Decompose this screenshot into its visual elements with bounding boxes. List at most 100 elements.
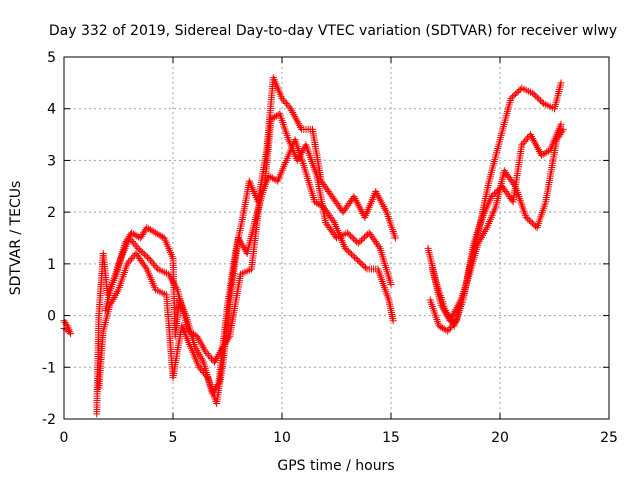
y-axis-label: SDTVAR / TECUs	[8, 181, 24, 296]
data-point	[522, 136, 530, 144]
data-point	[518, 141, 526, 149]
data-point	[143, 253, 151, 261]
data-point	[191, 331, 199, 339]
data-point	[355, 258, 363, 266]
data-point	[350, 235, 358, 243]
data-point	[557, 120, 565, 128]
data-point	[349, 252, 357, 260]
data-point	[358, 261, 366, 269]
data-point	[558, 127, 566, 135]
data-point	[354, 239, 362, 247]
data-point	[278, 94, 286, 102]
data-point	[139, 249, 147, 257]
data-point	[344, 247, 352, 255]
series-3	[101, 125, 567, 366]
data-point	[513, 88, 521, 96]
data-point	[536, 97, 544, 105]
data-point	[442, 326, 450, 334]
data-point	[508, 93, 516, 101]
x-tick-label: 15	[382, 430, 400, 446]
data-point	[533, 94, 541, 102]
data-point	[351, 236, 359, 244]
data-points	[60, 74, 567, 418]
data-point	[149, 260, 157, 268]
data-point	[530, 91, 538, 99]
data-point	[445, 325, 453, 333]
data-point	[201, 370, 209, 378]
data-point	[206, 353, 214, 361]
x-tick-label: 20	[491, 430, 509, 446]
data-point	[359, 235, 367, 243]
data-point	[487, 193, 495, 201]
y-tick-label: 0	[47, 309, 56, 325]
data-point	[203, 349, 211, 357]
data-point	[519, 139, 527, 147]
data-point	[135, 233, 143, 241]
data-point	[357, 236, 365, 244]
data-point	[202, 372, 210, 380]
data-point	[532, 92, 540, 100]
data-point	[352, 255, 360, 263]
data-point	[530, 221, 538, 229]
x-tick-label: 10	[273, 430, 291, 446]
data-point	[136, 246, 144, 254]
data-point	[151, 262, 159, 270]
data-point	[527, 218, 535, 226]
data-point	[281, 98, 289, 106]
data-point	[225, 334, 233, 342]
data-point	[447, 324, 455, 332]
data-point	[347, 250, 355, 258]
data-point	[448, 322, 456, 330]
data-point	[345, 230, 353, 238]
data-point	[559, 125, 567, 133]
series-1	[60, 74, 565, 418]
data-point	[521, 137, 529, 145]
data-point	[197, 365, 205, 373]
data-point	[348, 233, 356, 241]
data-point	[557, 79, 565, 87]
data-point	[282, 100, 290, 108]
data-point	[279, 96, 287, 104]
data-point	[343, 246, 351, 254]
data-point	[126, 256, 134, 264]
y-tick-label: 4	[47, 102, 56, 118]
plot-frame	[63, 56, 610, 420]
data-point	[515, 87, 523, 95]
data-point	[198, 367, 206, 375]
data-point	[510, 91, 518, 99]
data-point	[343, 229, 351, 237]
data-point	[528, 219, 536, 227]
data-point	[341, 244, 349, 252]
data-point	[522, 213, 530, 221]
x-axis-label: GPS time / hours	[277, 458, 394, 474]
y-tick-label: -1	[42, 360, 56, 376]
data-point	[489, 191, 497, 199]
chart-title: Day 332 of 2019, Sidereal Day-to-day VTE…	[49, 23, 617, 39]
data-point	[507, 94, 515, 102]
data-point	[525, 216, 533, 224]
data-point	[145, 255, 153, 263]
data-point	[134, 244, 142, 252]
data-point	[510, 181, 518, 189]
data-point	[356, 238, 364, 246]
data-point	[133, 243, 141, 251]
data-point	[285, 103, 293, 111]
data-point	[347, 232, 355, 240]
x-tick-label: 0	[60, 430, 69, 446]
data-point	[451, 318, 459, 326]
series-2	[60, 110, 565, 407]
data-point	[357, 259, 365, 267]
data-point	[375, 243, 383, 251]
data-point	[125, 234, 133, 242]
data-point	[346, 249, 354, 257]
data-point	[387, 281, 395, 289]
data-point	[127, 236, 135, 244]
data-point	[490, 190, 498, 198]
data-point	[538, 98, 546, 106]
data-point	[529, 89, 537, 97]
data-point	[391, 234, 399, 242]
data-point	[524, 215, 532, 223]
data-point	[152, 263, 160, 271]
data-point	[444, 327, 452, 335]
y-tick-label: 3	[47, 153, 56, 169]
